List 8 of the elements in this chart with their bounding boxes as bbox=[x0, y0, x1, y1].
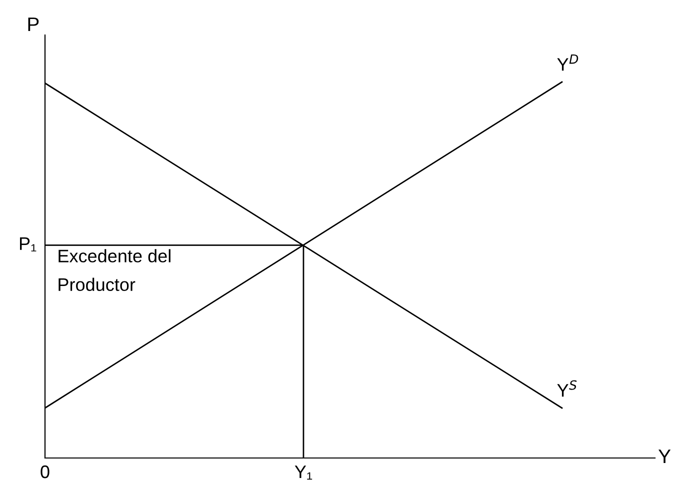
series-label: Y$^{S}$ bbox=[557, 380, 577, 397]
x-axis-title: Y bbox=[658, 450, 671, 464]
x-tick-label: Y₁ bbox=[294, 466, 312, 480]
text: P₁ bbox=[20, 237, 36, 252]
annotation: Excedente del Productor bbox=[58, 249, 170, 292]
series-label: Y$^{D}$ bbox=[557, 54, 578, 71]
x-tick-label: 0 bbox=[40, 465, 50, 478]
y-axis-title: P bbox=[28, 18, 39, 31]
